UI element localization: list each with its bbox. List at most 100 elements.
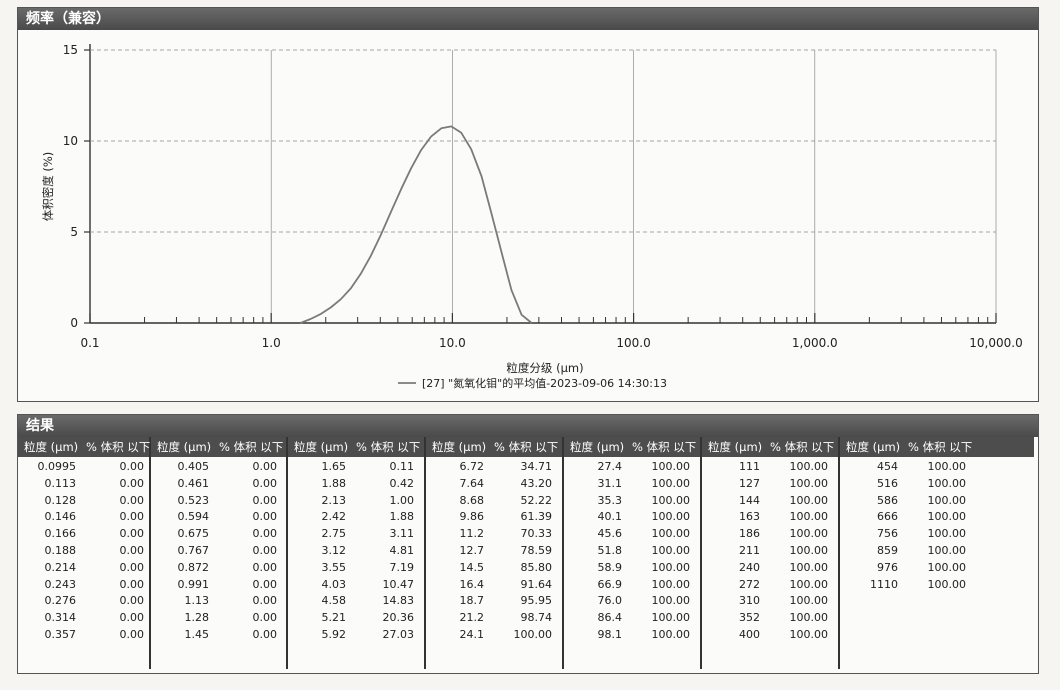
volume-under-cell: 100.00 (789, 577, 829, 591)
volume-under-cell: 0.00 (119, 594, 145, 608)
particle-size-cell: 66.9 (597, 577, 623, 591)
volume-under-cell: 100.00 (789, 493, 829, 507)
table-row: 127 100.00 (702, 476, 838, 493)
table-row: 8.68 52.22 (426, 493, 562, 510)
particle-size-cell: 14.5 (459, 560, 485, 574)
particle-size-cell: 1.28 (184, 611, 210, 625)
table-row: 6.72 34.71 (426, 459, 562, 476)
volume-under-cell: 10.47 (382, 577, 415, 591)
particle-size-cell: 18.7 (459, 594, 485, 608)
table-row: 211 100.00 (702, 543, 838, 560)
results-column-4: 粒度 (μm) % 体积 以下 27.4 100.00 31.1 100.00 35.3 10… (564, 437, 702, 669)
volume-under-cell: 100.00 (927, 493, 967, 507)
particle-size-cell: 76.0 (597, 594, 623, 608)
volume-under-cell: 100.00 (789, 476, 829, 490)
particle-size-cell: 240 (739, 560, 760, 574)
y-tick-label: 0 (70, 316, 78, 330)
x-tick-label: 10,000.0 (969, 336, 1022, 350)
table-row: 98.1 100.00 (564, 627, 700, 644)
table-row: 18.7 95.95 (426, 593, 562, 610)
particle-size-cell: 3.55 (321, 560, 347, 574)
particle-size-cell: 666 (877, 510, 898, 524)
particle-size-cell: 0.166 (44, 527, 77, 541)
y-axis-label: 体积密度 (%) (41, 152, 55, 222)
results-column-header: 粒度 (μm) % 体积 以下 (702, 437, 838, 457)
particle-size-cell: 1.65 (321, 460, 347, 473)
table-row: 76.0 100.00 (564, 593, 700, 610)
table-row: 454 100.00 (840, 459, 1034, 476)
particle-size-cell: 0.146 (44, 510, 77, 524)
volume-under-cell: 43.20 (520, 476, 553, 490)
volume-under-cell: 100.00 (789, 527, 829, 541)
table-row: 14.5 85.80 (426, 560, 562, 577)
volume-header: % 体积 以下 (632, 440, 697, 454)
volume-under-cell: 100.00 (651, 560, 691, 574)
table-row: 0.0995 0.00 (18, 459, 149, 476)
volume-under-cell: 4.81 (389, 543, 415, 557)
table-row: 0.594 0.00 (151, 509, 286, 526)
results-column-header: 粒度 (μm) % 体积 以下 (151, 437, 286, 457)
particle-size-cell: 0.767 (177, 543, 210, 557)
table-row: 0.214 0.00 (18, 560, 149, 577)
volume-under-cell: 0.00 (252, 476, 278, 490)
x-tick-label: 0.1 (80, 336, 99, 350)
volume-under-cell: 100.00 (789, 594, 829, 608)
volume-under-cell: 34.71 (520, 460, 553, 473)
particle-size-cell: 0.276 (44, 594, 77, 608)
table-row: 3.55 7.19 (288, 560, 424, 577)
table-row: 45.6 100.00 (564, 526, 700, 543)
results-tables: 粒度 (μm)% 体积 以下 0.0995 0.00 0.113 0.00 0.128 0.… (18, 437, 1038, 673)
particle-size-cell: 31.1 (597, 476, 623, 490)
particle-size-cell: 1110 (870, 577, 898, 591)
volume-header: % 体积 以下 (494, 440, 559, 454)
table-row: 0.461 0.00 (151, 476, 286, 493)
particle-size-cell: 7.64 (459, 476, 485, 490)
particle-size-cell: 516 (877, 476, 898, 490)
table-row: 976 100.00 (840, 560, 1034, 577)
particle-size-cell: 186 (739, 527, 760, 541)
table-row: 16.4 91.64 (426, 577, 562, 594)
table-row: 0.314 0.00 (18, 610, 149, 627)
table-row: 2.75 3.11 (288, 526, 424, 543)
table-row: 66.9 100.00 (564, 577, 700, 594)
results-column-header: 粒度 (μm) % 体积 以下 (564, 437, 700, 457)
table-row: 2.13 1.00 (288, 493, 424, 510)
results-column-header: 粒度 (μm) % 体积 以下 (840, 437, 1034, 457)
particle-size-cell: 0.214 (44, 560, 77, 574)
volume-header: % 体积 以下 (356, 440, 421, 454)
size-header: 粒度 (μm) (432, 440, 487, 454)
particle-size-cell: 6.72 (459, 460, 485, 473)
volume-under-cell: 0.00 (252, 577, 278, 591)
x-tick-label: 100.0 (616, 336, 650, 350)
volume-under-cell: 100.00 (651, 460, 691, 473)
volume-under-cell: 0.00 (119, 577, 145, 591)
results-column-header: 粒度 (μm) % 体积 以下 (426, 437, 562, 457)
volume-header: % 体积 以下 (770, 440, 835, 454)
volume-under-cell: 100.00 (651, 594, 691, 608)
table-row: 27.4 100.00 (564, 459, 700, 476)
volume-under-cell: 52.22 (520, 493, 553, 507)
particle-size-cell: 400 (739, 627, 760, 641)
table-row: 0.405 0.00 (151, 459, 286, 476)
particle-size-cell: 58.9 (597, 560, 623, 574)
volume-under-cell: 85.80 (520, 560, 553, 574)
particle-size-cell: 8.68 (459, 493, 485, 507)
particle-size-cell: 144 (739, 493, 760, 507)
size-header: 粒度 (μm) (24, 440, 79, 454)
particle-size-cell: 5.92 (321, 627, 347, 641)
volume-under-cell: 0.00 (119, 560, 145, 574)
results-column-3: 粒度 (μm) % 体积 以下 6.72 34.71 7.64 43.20 8.68 52.2… (426, 437, 564, 669)
table-row: 0.166 0.00 (18, 526, 149, 543)
particle-size-cell: 272 (739, 577, 760, 591)
volume-under-cell: 0.00 (252, 493, 278, 507)
table-row: 352 100.00 (702, 610, 838, 627)
table-row: 756 100.00 (840, 526, 1034, 543)
volume-under-cell: 0.00 (252, 527, 278, 541)
frequency-chart-panel: 频率（兼容） 0.1 1.0 10.0 100.0 1,000.0 10,000.0 0 5 1… (17, 7, 1039, 402)
particle-size-cell: 1.45 (184, 627, 210, 641)
size-header: 粒度 (μm) (157, 440, 212, 454)
volume-under-cell: 3.11 (389, 527, 415, 541)
particle-size-cell: 4.03 (321, 577, 347, 591)
results-column-header: 粒度 (μm) % 体积 以下 (18, 437, 150, 457)
table-row: 240 100.00 (702, 560, 838, 577)
